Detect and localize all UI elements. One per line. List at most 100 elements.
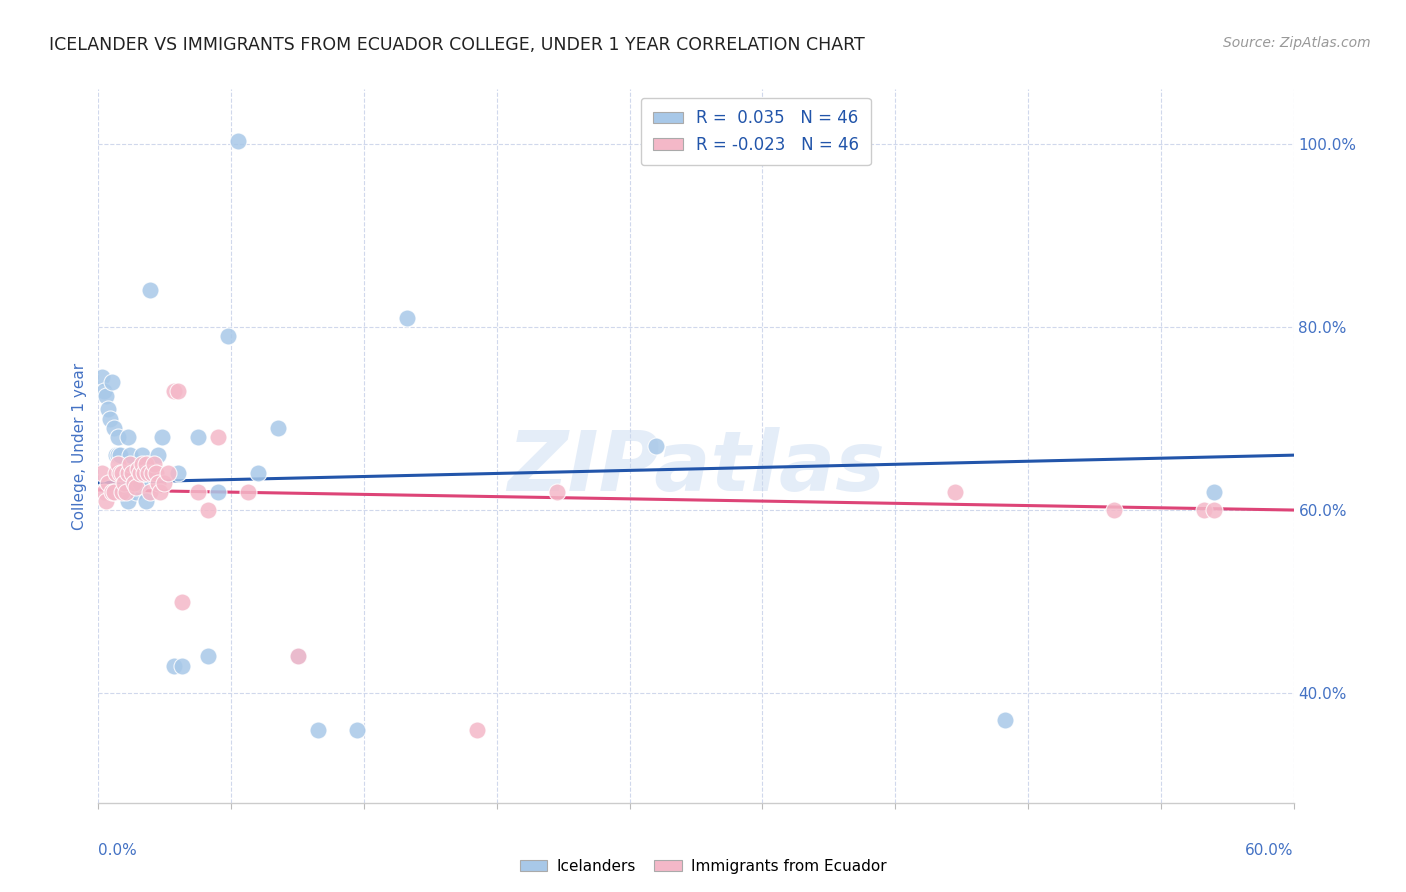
Point bbox=[111, 484, 134, 499]
Point bbox=[157, 467, 180, 481]
Point bbox=[120, 458, 142, 472]
Point bbox=[141, 467, 163, 481]
Point bbox=[103, 484, 125, 499]
Point bbox=[163, 658, 186, 673]
Point bbox=[207, 484, 229, 499]
Point bbox=[127, 462, 149, 476]
Point bbox=[115, 484, 138, 499]
Point bbox=[287, 649, 309, 664]
Point bbox=[117, 467, 139, 481]
Point bbox=[226, 134, 249, 148]
Point bbox=[148, 475, 170, 490]
Point bbox=[153, 475, 176, 490]
Point bbox=[139, 284, 162, 298]
Point bbox=[645, 439, 668, 453]
Point bbox=[172, 658, 194, 673]
Point bbox=[167, 467, 190, 481]
Point bbox=[197, 649, 219, 664]
Point bbox=[110, 467, 132, 481]
Point bbox=[135, 458, 157, 472]
Point bbox=[236, 484, 259, 499]
Point bbox=[207, 430, 229, 444]
Point bbox=[110, 448, 132, 462]
Point bbox=[107, 448, 129, 462]
Point bbox=[93, 484, 115, 499]
Point bbox=[100, 411, 122, 425]
Point bbox=[97, 475, 120, 490]
Point bbox=[150, 430, 173, 444]
Point bbox=[163, 384, 186, 398]
Point bbox=[1192, 503, 1215, 517]
Point bbox=[139, 484, 162, 499]
Point bbox=[105, 467, 128, 481]
Y-axis label: College, Under 1 year: College, Under 1 year bbox=[72, 362, 87, 530]
Point bbox=[97, 402, 120, 417]
Point bbox=[107, 458, 129, 472]
Point bbox=[96, 494, 118, 508]
Point bbox=[465, 723, 488, 737]
Point bbox=[96, 389, 118, 403]
Text: ICELANDER VS IMMIGRANTS FROM ECUADOR COLLEGE, UNDER 1 YEAR CORRELATION CHART: ICELANDER VS IMMIGRANTS FROM ECUADOR COL… bbox=[49, 36, 865, 54]
Point bbox=[107, 430, 129, 444]
Point bbox=[143, 458, 166, 472]
Point bbox=[103, 420, 125, 434]
Point bbox=[111, 467, 134, 481]
Point bbox=[994, 714, 1017, 728]
Point bbox=[167, 384, 190, 398]
Point bbox=[101, 375, 124, 389]
Point bbox=[307, 723, 329, 737]
Point bbox=[546, 484, 568, 499]
Point bbox=[117, 430, 139, 444]
Point bbox=[1202, 503, 1225, 517]
Point bbox=[943, 484, 966, 499]
Point bbox=[129, 475, 152, 490]
Text: Source: ZipAtlas.com: Source: ZipAtlas.com bbox=[1223, 36, 1371, 50]
Point bbox=[148, 448, 170, 462]
Point bbox=[112, 475, 135, 490]
Point bbox=[101, 484, 124, 499]
Point bbox=[346, 723, 368, 737]
Point bbox=[134, 467, 156, 481]
Point bbox=[1202, 484, 1225, 499]
Point bbox=[131, 458, 153, 472]
Point bbox=[267, 420, 290, 434]
Point bbox=[93, 384, 115, 398]
Point bbox=[287, 649, 309, 664]
Point bbox=[111, 467, 134, 481]
Point bbox=[125, 484, 148, 499]
Point bbox=[246, 467, 269, 481]
Point bbox=[1102, 503, 1125, 517]
Point bbox=[121, 467, 143, 481]
Legend: Icelanders, Immigrants from Ecuador: Icelanders, Immigrants from Ecuador bbox=[513, 853, 893, 880]
Point bbox=[120, 448, 142, 462]
Point bbox=[149, 484, 172, 499]
Point bbox=[172, 594, 194, 608]
Point bbox=[187, 484, 209, 499]
Point bbox=[396, 310, 419, 325]
Point bbox=[187, 430, 209, 444]
Point bbox=[197, 503, 219, 517]
Point bbox=[129, 467, 152, 481]
Point bbox=[131, 448, 153, 462]
Text: ZIPatlas: ZIPatlas bbox=[508, 427, 884, 508]
Point bbox=[125, 480, 148, 494]
Point bbox=[91, 370, 114, 384]
Point bbox=[112, 475, 135, 490]
Point bbox=[121, 467, 143, 481]
Point bbox=[136, 467, 159, 481]
Point bbox=[124, 467, 146, 481]
Point bbox=[134, 467, 156, 481]
Text: 0.0%: 0.0% bbox=[98, 843, 138, 858]
Point bbox=[105, 448, 128, 462]
Point bbox=[117, 494, 139, 508]
Point bbox=[91, 467, 114, 481]
Point bbox=[135, 494, 157, 508]
Point bbox=[217, 329, 239, 343]
Point bbox=[145, 467, 167, 481]
Point bbox=[115, 484, 138, 499]
Point bbox=[127, 475, 149, 490]
Text: 60.0%: 60.0% bbox=[1246, 843, 1294, 858]
Point bbox=[124, 475, 146, 490]
Point bbox=[136, 458, 159, 472]
Legend: R =  0.035   N = 46, R = -0.023   N = 46: R = 0.035 N = 46, R = -0.023 N = 46 bbox=[641, 97, 870, 165]
